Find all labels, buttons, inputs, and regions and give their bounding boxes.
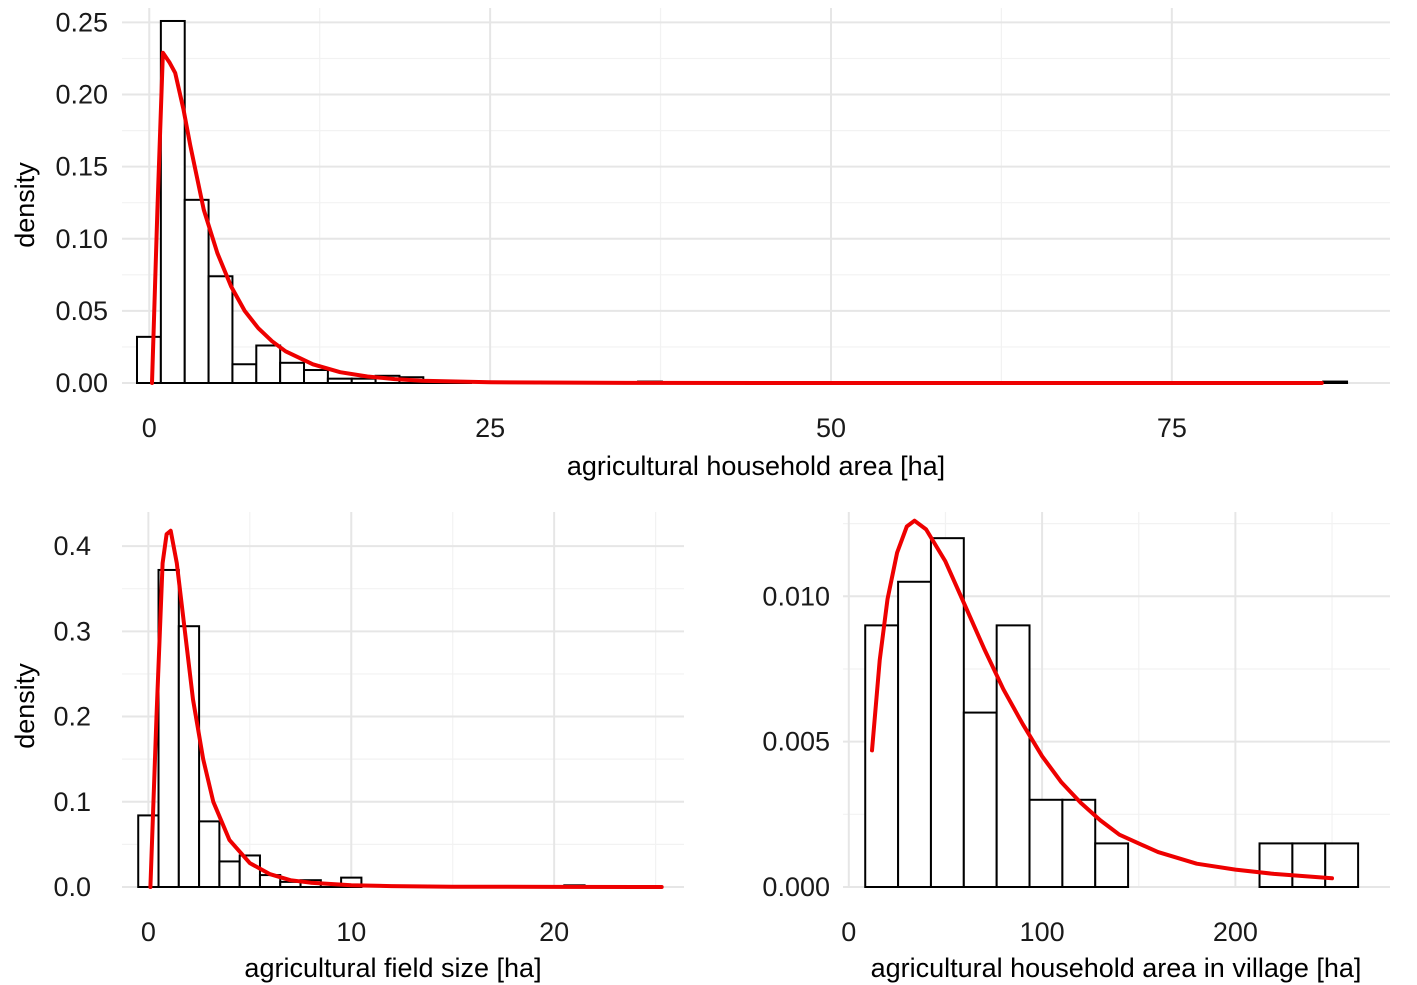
histogram-bar bbox=[962, 711, 998, 889]
histogram-bar bbox=[255, 344, 282, 384]
histogram-bar bbox=[1324, 842, 1360, 888]
y-tick-label: 0.0 bbox=[53, 872, 91, 902]
density-curve bbox=[150, 50, 1324, 385]
y-tick-label: 0.10 bbox=[55, 224, 108, 254]
y-tick-label: 0.05 bbox=[55, 296, 108, 326]
histogram-bars bbox=[137, 568, 586, 889]
density-curve bbox=[148, 528, 664, 889]
x-tick-label: 25 bbox=[475, 413, 505, 443]
minor-gridlines bbox=[122, 8, 1390, 383]
histogram-bar bbox=[1028, 798, 1064, 889]
histogram-bar bbox=[231, 363, 258, 384]
histogram-bar bbox=[159, 19, 186, 384]
x-axis-title: agricultural household area [ha] bbox=[567, 451, 945, 481]
density-curve bbox=[870, 518, 1334, 881]
histogram-bar bbox=[1094, 842, 1130, 888]
x-tick-label: 0 bbox=[841, 917, 856, 947]
histogram-bar bbox=[1258, 842, 1294, 888]
x-tick-labels: 0 100 200 bbox=[841, 917, 1258, 947]
histogram-bar bbox=[137, 814, 160, 889]
y-tick-labels: 0.0 0.1 0.2 0.3 0.4 bbox=[53, 531, 91, 902]
histogram-bar bbox=[864, 624, 900, 888]
histogram-bar bbox=[897, 580, 932, 888]
x-tick-label: 200 bbox=[1213, 917, 1258, 947]
y-tick-labels: 0.000 0.005 0.010 bbox=[762, 581, 830, 902]
y-axis-title: density bbox=[10, 663, 40, 749]
y-tick-label: 0.000 bbox=[762, 872, 830, 902]
histogram-bar bbox=[995, 624, 1031, 888]
y-tick-label: 0.00 bbox=[55, 368, 108, 398]
y-tick-label: 0.010 bbox=[762, 581, 830, 611]
x-tick-labels: 0 25 50 75 bbox=[142, 413, 1187, 443]
histogram-bar bbox=[207, 275, 234, 384]
histogram-bar bbox=[303, 369, 329, 384]
x-axis-title: agricultural household area in village [… bbox=[871, 953, 1362, 983]
histogram-bar bbox=[1322, 380, 1349, 384]
histogram-bar bbox=[350, 377, 377, 384]
x-tick-label: 0 bbox=[141, 917, 156, 947]
x-axis-title: agricultural field size [ha] bbox=[244, 953, 541, 983]
major-gridlines bbox=[122, 8, 1390, 384]
histogram-bar bbox=[135, 335, 162, 385]
histogram-bar bbox=[1291, 842, 1327, 888]
y-tick-label: 0.15 bbox=[55, 152, 108, 182]
histogram-bar bbox=[1061, 798, 1097, 889]
y-tick-label: 0.2 bbox=[53, 702, 91, 732]
histogram-bars bbox=[864, 537, 1360, 889]
histogram-bar bbox=[218, 860, 241, 889]
histogram-bar bbox=[279, 361, 306, 384]
x-tick-label: 75 bbox=[1157, 413, 1187, 443]
x-tick-label: 50 bbox=[816, 413, 846, 443]
y-tick-label: 0.005 bbox=[762, 727, 830, 757]
panel-field-size: 0.0 0.1 0.2 0.3 0.4 0 10 20 agricultural field… bbox=[10, 512, 684, 983]
histogram-bars bbox=[135, 19, 1349, 385]
y-tick-label: 0.4 bbox=[53, 531, 91, 561]
x-tick-label: 10 bbox=[336, 917, 366, 947]
x-tick-label: 0 bbox=[142, 413, 157, 443]
y-tick-label: 0.20 bbox=[55, 80, 108, 110]
y-tick-label: 0.3 bbox=[53, 616, 91, 646]
x-tick-labels: 0 10 20 bbox=[141, 917, 569, 947]
x-tick-label: 100 bbox=[1020, 917, 1065, 947]
x-tick-label: 20 bbox=[539, 917, 569, 947]
histogram-bar bbox=[183, 198, 210, 384]
y-tick-labels: 0.00 0.05 0.10 0.15 0.20 0.25 bbox=[55, 7, 108, 398]
y-axis-title: density bbox=[10, 162, 40, 248]
panel-village-area: 0.000 0.005 0.010 0 100 200 agricultural hou… bbox=[762, 512, 1390, 983]
histogram-bar bbox=[198, 820, 221, 888]
histogram-bar bbox=[326, 377, 353, 384]
y-tick-label: 0.1 bbox=[53, 787, 91, 817]
histogram-bar bbox=[929, 537, 965, 888]
histogram-bar bbox=[238, 854, 261, 888]
panel-household-area: 0.00 0.05 0.10 0.15 0.20 0.25 0 25 50 75 agricul… bbox=[10, 7, 1390, 481]
y-tick-label: 0.25 bbox=[55, 7, 108, 37]
